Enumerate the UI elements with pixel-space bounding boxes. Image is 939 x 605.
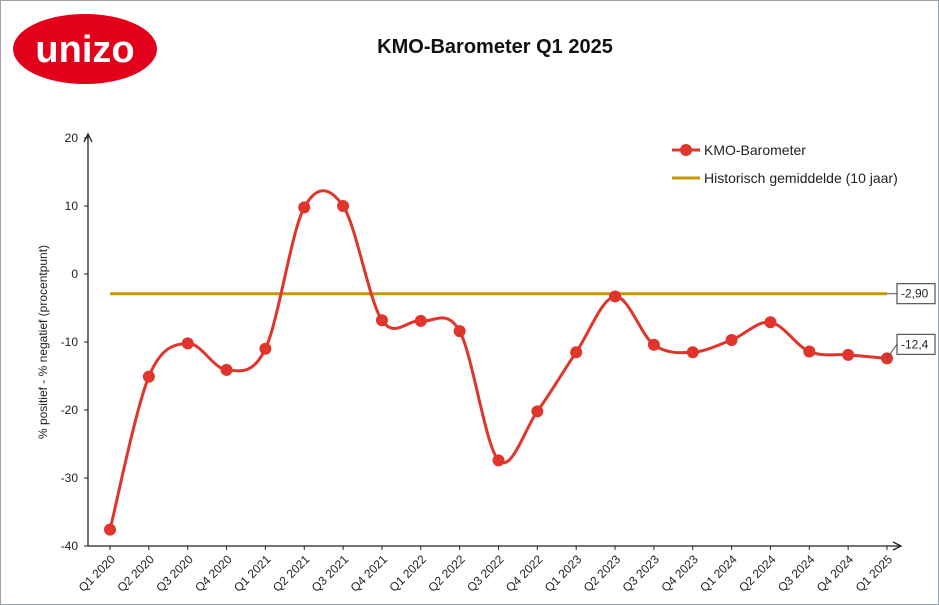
data-point-kmo-barometer (842, 348, 855, 361)
data-point-kmo-barometer (298, 201, 311, 214)
x-tick-label: Q3 2022 (464, 552, 507, 595)
x-tick-label: Q3 2024 (775, 552, 818, 595)
x-tick-label: Q4 2023 (658, 552, 701, 595)
x-tick-label: Q1 2025 (853, 552, 896, 595)
logo-text: unizo (35, 29, 134, 71)
callout-leader (886, 344, 898, 359)
data-point-kmo-barometer (142, 370, 155, 383)
y-tick-label: 20 (65, 131, 79, 145)
data-point-kmo-barometer (492, 454, 505, 467)
data-point-kmo-barometer (647, 338, 660, 351)
data-point-kmo-barometer (181, 337, 194, 350)
data-point-kmo-barometer (259, 342, 272, 355)
x-tick-label: Q3 2023 (620, 552, 663, 595)
x-tick-label: Q2 2023 (581, 552, 624, 595)
data-point-kmo-barometer (104, 523, 116, 536)
series-lines (108, 189, 888, 531)
legend-label-historisch-gemiddelde: Historisch gemiddelde (10 jaar) (704, 170, 898, 186)
data-point-kmo-barometer (609, 290, 622, 303)
legend-label-kmo-barometer: KMO-Barometer (704, 142, 806, 158)
data-point-kmo-barometer (764, 316, 777, 329)
series-line-kmo-barometer (108, 189, 888, 531)
y-tick-label: -10 (61, 335, 79, 349)
data-point-kmo-barometer (337, 200, 350, 212)
x-tick-label: Q1 2020 (76, 552, 119, 595)
series-markers (104, 200, 893, 536)
y-tick-label: -30 (61, 471, 79, 485)
x-tick-label: Q2 2020 (115, 552, 158, 595)
y-tick-label: 10 (65, 199, 79, 213)
x-tick-label: Q4 2021 (348, 552, 391, 595)
x-tick-label: Q2 2021 (270, 552, 313, 595)
y-tick-label: 0 (71, 267, 78, 281)
x-tick-label: Q1 2021 (231, 552, 274, 595)
data-point-kmo-barometer (803, 345, 816, 358)
x-tick-label: Q1 2022 (386, 552, 429, 595)
callout-label: -12,4 (901, 337, 929, 351)
x-tick-label: Q4 2022 (503, 552, 546, 595)
callout-box (896, 283, 936, 305)
x-tick-label: Q4 2024 (814, 552, 857, 595)
x-tick-label: Q1 2023 (542, 552, 585, 595)
data-point-kmo-barometer (570, 346, 583, 359)
callout-box (896, 333, 936, 355)
chart-title: KMO-Barometer Q1 2025 (377, 36, 613, 58)
data-point-kmo-barometer (414, 314, 427, 327)
legend-marker-kmo-barometer (680, 144, 692, 156)
x-tick-label: Q1 2024 (697, 552, 740, 595)
legend: KMO-Barometer Historisch gemiddelde (10 j… (672, 142, 898, 186)
data-point-kmo-barometer (220, 363, 233, 376)
data-point-kmo-barometer (686, 346, 699, 359)
unizo-logo: unizo (13, 14, 157, 84)
logo-ellipse (13, 14, 157, 84)
callout-label: -2,90 (901, 287, 929, 301)
x-tick-label: Q2 2024 (736, 552, 779, 595)
x-tick-label: Q3 2021 (309, 552, 352, 595)
x-tick-label: Q4 2020 (192, 552, 235, 595)
x-axis-arrow (892, 541, 903, 551)
data-point-kmo-barometer (453, 325, 466, 338)
y-tick-label: -40 (61, 539, 79, 553)
data-point-kmo-barometer (531, 405, 544, 418)
callouts: -2,90 -12,4 (886, 283, 936, 359)
x-tick-label: Q2 2022 (425, 552, 468, 595)
data-point-kmo-barometer (375, 314, 388, 327)
y-axis-label: % positief - % negatief (procentpunt) (36, 245, 50, 439)
data-point-kmo-barometer (725, 333, 738, 346)
y-axis-arrow (83, 132, 93, 143)
x-tick-label: Q3 2020 (153, 552, 196, 595)
y-tick-label: -20 (61, 403, 79, 417)
